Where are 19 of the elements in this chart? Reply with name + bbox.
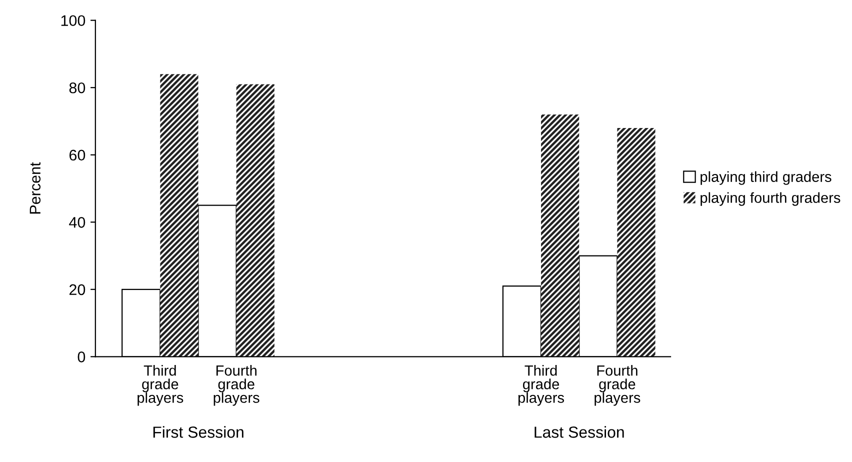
legend-label: playing third graders [700,171,832,185]
x-tick-label: Third grade players [138,364,184,406]
y-axis-title: Percent [30,162,41,214]
bar [160,74,198,357]
y-tick-label: 40 [69,216,86,228]
y-tick-label: 0 [78,352,86,362]
bar [617,128,656,357]
x-tick-label: Fourth grade players [214,364,260,406]
y-tick-label: 20 [69,284,86,296]
y-tick-label: 100 [61,15,86,26]
text: Last Session [534,426,624,438]
bar [541,114,580,357]
y-tick-label: 80 [69,82,86,94]
x-tick-label: Fourth grade players [594,364,640,406]
y-tick-label: 60 [69,150,86,161]
x-tick-label: Third grade players [518,364,564,406]
bar [236,84,274,357]
legend-label: playing fourth graders [700,192,840,206]
text: First Session [153,426,244,438]
